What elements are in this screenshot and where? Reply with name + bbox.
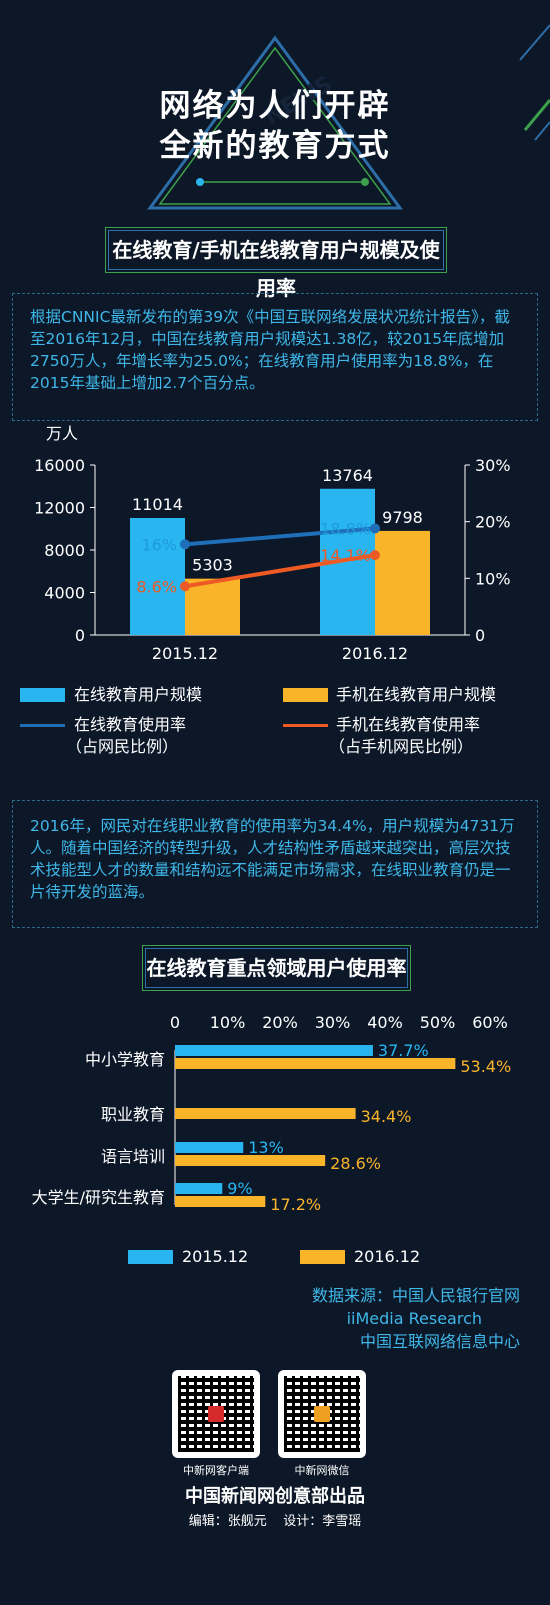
section3-title: 在线教育重点领域用户使用率 [142, 945, 411, 991]
producer: 中国新闻网创意部出品 [185, 1486, 365, 1507]
x-tick-label: 20% [262, 1013, 298, 1032]
y-tick-label: 4000 [44, 584, 85, 603]
source-line1: 数据来源：中国人民银行官网 [311, 1286, 520, 1305]
legend-swatch-2015 [128, 1250, 173, 1264]
chart1-legend: 在线教育用户规模 手机在线教育用户规模 在线教育使用率 （占网民比例） 手机在线… [0, 680, 550, 760]
bar-mobile-edu [375, 530, 430, 635]
legend-2016: 2016.12 [354, 1247, 421, 1266]
legend-swatch-line-orange [283, 724, 328, 727]
x-tick-label: 2015.12 [152, 644, 218, 663]
category-label: 中小学教育 [85, 1050, 165, 1069]
line-online-rate-label: 16% [141, 535, 177, 554]
y2-tick-label: 30% [475, 456, 511, 475]
bar-label-online: 13764 [322, 466, 373, 485]
source-line3: 中国互联网络信息中心 [359, 1332, 520, 1351]
logo-icon [208, 1406, 224, 1422]
x-tick-label: 50% [420, 1013, 456, 1032]
line-mobile-rate-point [180, 581, 190, 592]
qr-client[interactable]: 中新网客户端 [172, 1370, 260, 1478]
category-label: 大学生/研究生教育 [32, 1188, 165, 1207]
logo-icon [314, 1406, 330, 1422]
header-decoration: NEWS [147, 24, 550, 210]
line-online-rate-point [370, 523, 380, 534]
y2-tick-label: 20% [475, 513, 511, 532]
y-tick-label: 0 [75, 626, 85, 645]
y-axis-unit: 万人 [46, 425, 78, 443]
bar-label-2016: 17.2% [270, 1195, 321, 1214]
x-tick-label: 0 [170, 1013, 180, 1032]
bar-online-edu [130, 517, 185, 635]
section2-paragraph: 2016年，网民对在线职业教育的使用率为34.4%，用户规模为4731万人。随着… [30, 817, 515, 901]
section1-paragraph: 根据CNNIC最新发布的第39次《中国互联网络发展状况统计报告》，截至2016年… [30, 308, 510, 392]
category-label: 职业教育 [101, 1105, 165, 1124]
section1-title: 在线教育/手机在线教育用户规模及使用率 [105, 227, 447, 300]
x-tick-label: 2016.12 [342, 644, 408, 663]
line-mobile-rate-label: 8.6% [136, 577, 177, 596]
bar-label-2015: 9% [227, 1179, 252, 1198]
qr-wechat-caption: 中新网微信 [294, 1464, 350, 1477]
legend-2015: 2015.12 [182, 1247, 249, 1266]
x-tick-label: 10% [210, 1013, 246, 1032]
legend-swatch-2016 [300, 1250, 345, 1264]
page-title-line2: 全新的教育方式 [159, 128, 391, 164]
bar-2015 [175, 1183, 223, 1194]
bar-label-2015: 37.7% [378, 1041, 429, 1060]
legend-line-orange: 手机在线教育使用率 [336, 715, 481, 734]
qr-wechat[interactable]: 中新网微信 [278, 1370, 366, 1478]
y2-tick-label: 10% [475, 569, 511, 588]
line-mobile-rate-label: 14.1% [320, 546, 371, 565]
line-online-rate-point [180, 539, 190, 550]
section1-textbox [12, 293, 538, 421]
bar-label-2015: 13% [248, 1138, 284, 1157]
legend-line-orange-sub: （占手机网民比例） [329, 737, 474, 756]
chart-user-scale: 16000 12000 8000 4000 0 30% 20% 10% 0 11014 5303… [34, 425, 511, 663]
legend-bar-orange: 手机在线教育用户规模 [336, 685, 497, 704]
x-tick-label: 60% [472, 1013, 508, 1032]
bar-2016 [175, 1058, 456, 1069]
legend-line-blue-sub: （占网民比例） [66, 737, 179, 756]
section2-textbox [12, 800, 538, 928]
bar-2016 [175, 1196, 266, 1207]
line-online-rate-label: 18.8% [320, 519, 371, 538]
page-title-line1: 网络为人们开辟 [159, 88, 391, 124]
bar-label-online: 11014 [132, 495, 183, 514]
category-label: 语言培训 [101, 1147, 165, 1166]
bar-label-2016: 53.4% [460, 1057, 511, 1076]
y-tick-label: 16000 [34, 456, 85, 475]
legend-swatch-bar-blue [20, 688, 65, 702]
line-mobile-rate-point [370, 550, 380, 561]
qr-client-caption: 中新网客户端 [183, 1464, 249, 1477]
source-line2: iiMedia Research [346, 1309, 482, 1328]
bar-2016 [175, 1155, 326, 1166]
legend-bar-blue: 在线教育用户规模 [74, 685, 203, 704]
chart-field-usage: 0 10% 20% 30% 40% 50% 60% 中小学教育职业教育语言培训大学生/研究生… [32, 1013, 512, 1214]
x-tick-label: 40% [367, 1013, 403, 1032]
legend-swatch-bar-orange [283, 688, 328, 702]
bar-label-mobile: 9798 [382, 508, 423, 527]
legend-line-blue: 在线教育使用率 [74, 715, 187, 734]
line-online-rate [184, 526, 376, 547]
bar-2015 [175, 1142, 244, 1153]
y-tick-label: 12000 [34, 499, 85, 518]
bar-2016 [175, 1108, 356, 1119]
line-mobile-rate [184, 553, 376, 589]
bar-label-2016: 34.4% [361, 1107, 412, 1126]
bar-2015 [175, 1045, 373, 1056]
legend-swatch-line-blue [20, 724, 65, 727]
bar-label-2016: 28.6% [330, 1154, 381, 1173]
y-tick-label: 8000 [44, 541, 85, 560]
bar-label-mobile: 5303 [192, 556, 233, 575]
y2-tick-label: 0 [475, 626, 485, 645]
x-tick-label: 30% [315, 1013, 351, 1032]
credits: 编辑：张舰元 设计：李雪瑶 [188, 1514, 362, 1529]
bar-mobile-edu [185, 578, 240, 635]
